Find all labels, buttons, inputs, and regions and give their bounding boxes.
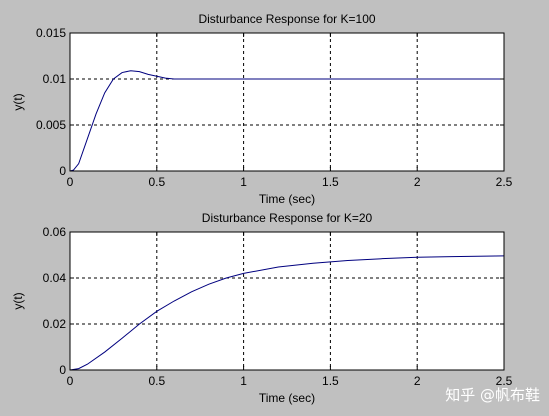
- x-tick-label: 1.5: [322, 175, 339, 189]
- chart-title: Disturbance Response for K=20: [202, 211, 373, 225]
- x-axis-label: Time (sec): [259, 391, 315, 405]
- y-axis-label: y(t): [11, 93, 25, 110]
- y-tick-label: 0: [59, 363, 66, 377]
- axes-frame: [69, 32, 505, 172]
- y-tick-label: 0.04: [43, 271, 67, 285]
- x-tick-label: 0.5: [148, 374, 165, 388]
- x-tick-label: 1: [240, 175, 247, 189]
- x-tick-label: 2.5: [496, 374, 513, 388]
- series-line-1: [69, 255, 505, 371]
- x-tick-label: 0: [67, 175, 74, 189]
- x-tick-label: 0.5: [148, 175, 165, 189]
- x-tick-label: 0: [67, 374, 74, 388]
- watermark: 知乎 @帆布鞋: [445, 386, 540, 404]
- chart-2: 0 0.5 1 1.5 2 2.5 0 0.02 0.04 0.06 Disturbance Res…: [11, 211, 513, 405]
- y-tick-label: 0.005: [36, 118, 66, 132]
- y-tick-label: 0: [59, 164, 66, 178]
- y-tick-label: 0.015: [36, 26, 66, 40]
- x-tick-label: 2.5: [496, 175, 513, 189]
- x-tick-label: 2: [414, 175, 421, 189]
- chart-title: Disturbance Response for K=100: [198, 12, 375, 26]
- y-axis-label: y(t): [11, 292, 25, 309]
- x-tick-label: 2: [414, 374, 421, 388]
- chart-1: 0 0.5 1 1.5 2 2.5 0 0.005 0.01 0.015 Disturbance R…: [11, 12, 513, 206]
- x-axis-label: Time (sec): [259, 192, 315, 206]
- axes-frame: [69, 231, 505, 371]
- y-tick-label: 0.02: [43, 317, 67, 331]
- series-line-1: [69, 70, 504, 172]
- y-tick-label: 0.01: [43, 72, 67, 86]
- plot-area: [70, 33, 504, 171]
- x-tick-label: 1.5: [322, 374, 339, 388]
- x-tick-label: 1: [240, 374, 247, 388]
- y-tick-label: 0.06: [43, 225, 67, 239]
- plot-area: [70, 232, 504, 370]
